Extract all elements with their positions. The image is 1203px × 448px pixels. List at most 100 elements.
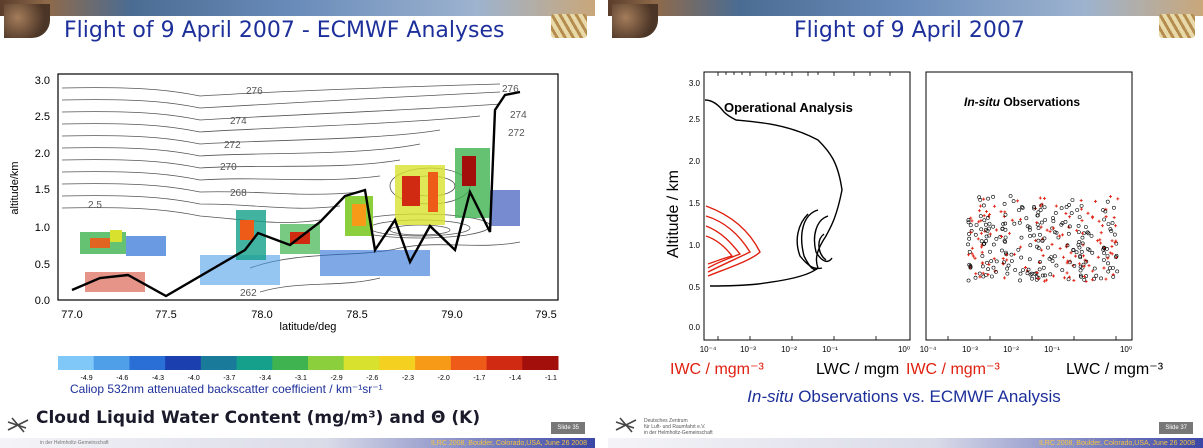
colorbar-tick: -1.4 [509, 375, 521, 382]
footer-text: ILRC 2008, Boulder, Colorado,USA, June 2… [430, 440, 587, 447]
lwc-point [1025, 224, 1030, 229]
lwc-point [1110, 265, 1115, 270]
iwc-point [1110, 239, 1114, 243]
lwc-point [1072, 264, 1077, 268]
lwc-point [1026, 267, 1031, 272]
lwc-point [1009, 252, 1014, 257]
iwc-point [1012, 252, 1016, 256]
lwc-point [989, 274, 994, 279]
dlr-logo-icon [615, 417, 637, 433]
iwc-point [1096, 255, 1100, 259]
iwc-analysis-profiles [705, 205, 761, 277]
iwc-point [1003, 276, 1007, 280]
svg-text:10⁻⁴: 10⁻⁴ [700, 345, 717, 354]
lwc-point [983, 222, 988, 227]
iwc-point [999, 234, 1003, 238]
insitu-scatter [966, 194, 1120, 283]
iwc-point [993, 269, 997, 273]
iwc-point [1091, 269, 1095, 273]
svg-text:262: 262 [240, 288, 257, 299]
iwc-point [982, 197, 986, 201]
lwc-point [1016, 247, 1021, 252]
lwc-point [1085, 230, 1090, 235]
footer-bar [608, 438, 1203, 448]
iwc-point [1067, 225, 1071, 229]
iwc-point [1087, 264, 1091, 268]
iwc-point [979, 219, 983, 223]
iwc-point [1040, 248, 1044, 252]
lwc-point [1078, 264, 1083, 269]
lwc-point [1105, 199, 1110, 204]
lwc-point [986, 196, 990, 201]
lwc-point [1006, 263, 1011, 268]
lwc-point [1003, 221, 1008, 226]
lwc-point [1042, 236, 1047, 241]
lwc-point [979, 239, 984, 244]
lwc-point [1019, 255, 1024, 260]
corner-photo [4, 4, 50, 38]
svg-text:2.5: 2.5 [35, 111, 50, 123]
svg-text:1.0: 1.0 [35, 222, 50, 234]
iwc-point [969, 230, 973, 234]
svg-text:78.5: 78.5 [346, 309, 367, 321]
iwc-point [1058, 234, 1062, 238]
lwc-point [1018, 271, 1023, 276]
iwc-point [1001, 257, 1005, 261]
lwc-point [1110, 221, 1115, 225]
lwc-point [966, 218, 971, 222]
lwc-point [1083, 225, 1088, 229]
iwc-point [988, 213, 992, 217]
svg-text:2.5: 2.5 [689, 115, 701, 124]
svg-text:272: 272 [224, 140, 241, 151]
svg-text:2.0: 2.0 [689, 157, 701, 166]
lwc-point [985, 216, 990, 220]
colorbar-tick: -4.0 [188, 375, 200, 382]
lwc-point [1025, 271, 1030, 276]
svg-text:10⁻¹: 10⁻¹ [1044, 345, 1060, 354]
lwc-point [1003, 227, 1008, 232]
iwc-point [1082, 274, 1086, 278]
corner-decoration [551, 14, 587, 38]
colorbar-swatch [308, 356, 345, 370]
header-banner [608, 0, 1203, 16]
slide-title: Flight of 9 April 2007 [794, 18, 1025, 43]
iwc-point [1069, 251, 1073, 255]
iwc-point [1072, 279, 1076, 283]
lwc-point [1079, 203, 1084, 208]
lwc-point [1013, 268, 1018, 272]
lwc-point [1108, 227, 1113, 232]
iwc-point [1064, 211, 1068, 215]
lwc-point [984, 239, 989, 243]
lwc-point [982, 241, 987, 246]
svg-text:77.5: 77.5 [155, 309, 176, 321]
lwc-point [1086, 247, 1090, 251]
lwc-point [1066, 231, 1071, 236]
lwc-point [967, 232, 971, 236]
svg-text:270: 270 [220, 162, 237, 173]
iwc-point [1038, 196, 1042, 200]
lwc-point [1076, 223, 1081, 228]
svg-text:268: 268 [230, 188, 247, 199]
svg-text:274: 274 [230, 116, 247, 127]
iwc-point [1051, 226, 1055, 230]
lwc-point [967, 249, 972, 254]
lwc-point [1005, 271, 1010, 276]
slide-title: Flight of 9 April 2007 - ECMWF Analyses [64, 18, 505, 43]
lwc-point [1109, 229, 1114, 233]
iwc-point [970, 219, 974, 223]
colorbar-tick: -2.9 [331, 375, 343, 382]
footer-text: ILRC 2008, Boulder, Colorado,USA, June 2… [1038, 440, 1195, 447]
colorbar-swatch [379, 356, 416, 370]
lwc-point [1102, 246, 1107, 251]
iwc-point [1010, 218, 1014, 222]
y-axis-label: altitude/km [9, 161, 21, 214]
svg-text:10⁻²: 10⁻² [781, 345, 797, 354]
lwc-point [1076, 242, 1081, 247]
lwc-point [1065, 243, 1070, 248]
iwc-point [1035, 271, 1039, 275]
lwc-point [1019, 235, 1024, 240]
lwc-point [994, 259, 999, 264]
lwc-point [966, 220, 971, 225]
iwc-point [980, 250, 984, 254]
iwc-point [1104, 207, 1108, 211]
